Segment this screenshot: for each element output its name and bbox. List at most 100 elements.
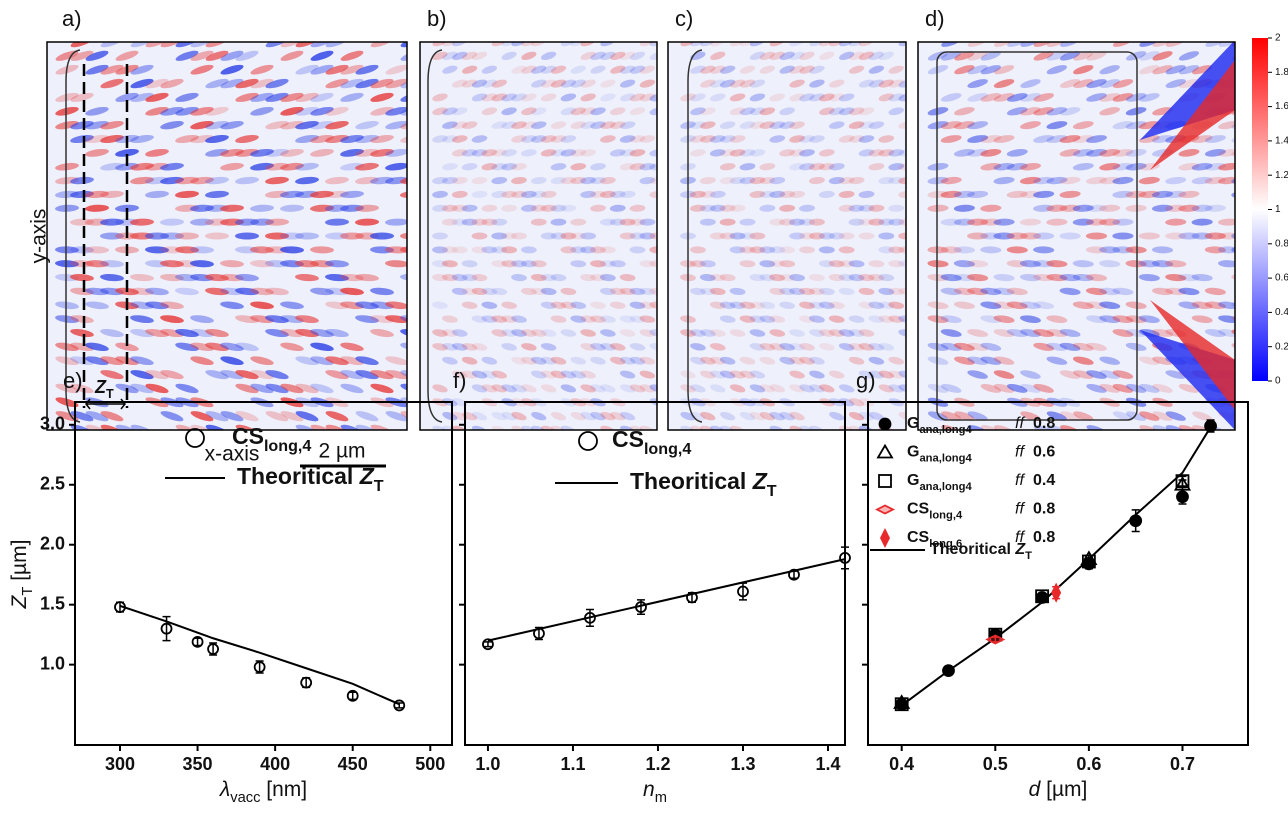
field-lobe [829, 93, 845, 102]
field-lobe [175, 424, 199, 430]
field-lobe [1204, 232, 1226, 240]
field-lobe [1139, 93, 1160, 102]
field-lobe [100, 424, 124, 430]
field-lobe [619, 232, 636, 240]
field-lobe [927, 121, 949, 130]
field-lobe [1020, 411, 1041, 421]
field-lobe [385, 370, 407, 380]
field-lobe [220, 50, 244, 61]
field-lobe [888, 370, 904, 379]
field-lobe [145, 42, 169, 48]
field-lobe [400, 328, 407, 338]
field-lobe [580, 232, 597, 240]
field-lobe [540, 93, 557, 102]
field-lobe [310, 42, 334, 48]
field-lobe [590, 190, 606, 198]
field-lobe [530, 218, 547, 226]
field-lobe [1046, 176, 1068, 185]
field-lobe [729, 149, 746, 157]
field-lobe [481, 370, 498, 379]
field-lobe [809, 177, 825, 185]
field-lobe [838, 246, 855, 254]
field-lobe [432, 51, 448, 61]
field-lobe [531, 370, 547, 379]
field-lobe [941, 42, 962, 47]
field-lobe [779, 260, 796, 268]
field-lobe [1178, 163, 1200, 171]
x-axis-title-part: d [1029, 778, 1042, 801]
field-lobe [709, 287, 726, 295]
field-lobe [520, 204, 537, 212]
field-lobe [521, 65, 537, 74]
field-lobe [940, 287, 962, 296]
field-lobe [461, 301, 478, 309]
field-lobe [570, 65, 586, 74]
field-lobe [130, 287, 154, 296]
field-lobe [878, 177, 895, 185]
field-lobe [1165, 260, 1187, 268]
field-lobe [481, 438, 498, 450]
field-lobe [699, 135, 716, 143]
field-lobe [868, 260, 885, 268]
field-lobe [749, 149, 766, 157]
field-lobe [888, 93, 904, 102]
field-lobe [100, 328, 124, 338]
field-lobe [340, 273, 364, 282]
field-lobe [295, 328, 319, 338]
zt-label: ZT [94, 377, 114, 402]
colorbar-tick-label: 1.6 [1275, 101, 1288, 112]
field-map [918, 42, 1279, 451]
field-lobe [789, 163, 805, 171]
field-lobe [385, 301, 407, 310]
field-lobe [550, 79, 567, 88]
field-lobe [1204, 149, 1226, 157]
field-lobe [265, 383, 289, 394]
field-lobe [530, 260, 547, 268]
x-axis-title-part: vacc [230, 790, 260, 806]
field-lobe [994, 42, 1015, 47]
field-lobe [235, 134, 259, 144]
field-lobe [491, 121, 508, 129]
field-lobe [858, 149, 875, 157]
field-lobe [739, 149, 756, 157]
field-lobe [85, 204, 109, 212]
field-lobe [471, 425, 488, 430]
panel-label: e) [63, 368, 83, 393]
x-tick-label: 0.6 [1076, 754, 1101, 774]
field-lobe [829, 79, 845, 88]
field-lobe [953, 437, 975, 451]
field-lobe [953, 287, 975, 296]
field-lobe [710, 79, 726, 88]
field-lobe [580, 190, 597, 198]
field-lobe [1257, 423, 1279, 437]
field-lobe [590, 246, 606, 254]
field-lobe [511, 425, 527, 430]
field-lobe [600, 411, 616, 421]
field-lobe [85, 342, 109, 352]
field-lobe [848, 356, 865, 365]
field-lobe [432, 107, 448, 116]
field-lobe [521, 135, 537, 143]
error-bar [1038, 593, 1047, 600]
data-point [1176, 490, 1189, 504]
field-lobe [220, 120, 244, 130]
field-lobe [749, 274, 766, 282]
field-lobe [848, 274, 865, 282]
field-lobe [1165, 79, 1186, 88]
error-bar [1178, 475, 1187, 487]
field-lobe [521, 149, 537, 157]
field-lobe [1046, 42, 1067, 47]
field-lobe [1204, 287, 1226, 296]
field-lobe [819, 93, 835, 102]
field-lobe [878, 370, 895, 379]
field-lobe [898, 384, 906, 393]
field-lobe [461, 121, 478, 129]
field-lobe [1138, 273, 1160, 282]
field-lobe [1178, 273, 1200, 282]
field-lobe [759, 260, 776, 268]
field-lobe [471, 149, 488, 157]
field-lobe [729, 329, 746, 337]
field-lobe [878, 274, 895, 282]
field-lobe [451, 218, 468, 226]
field-lobe [600, 121, 616, 129]
